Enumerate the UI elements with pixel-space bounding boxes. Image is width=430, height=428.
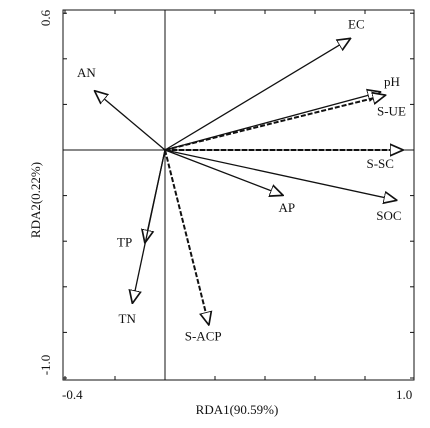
arrow-label-s-ue: S-UE — [377, 103, 406, 118]
arrow-label-s-acp: S-ACP — [185, 328, 222, 343]
axis-ticks — [63, 10, 414, 380]
arrow-ec — [164, 39, 350, 151]
arrow-ph — [164, 92, 380, 151]
arrow-an — [95, 91, 166, 151]
x-tick-label-min: -0.4 — [62, 387, 83, 402]
arrow-layer: EC pH AN AP SOC TP TN S-UE S-SC S-ACP — [77, 17, 406, 344]
x-tick-label-max: 1.0 — [396, 387, 412, 402]
arrow-s-acp — [164, 149, 209, 324]
x-axis-title: RDA1(90.59%) — [196, 402, 279, 417]
arrow-label-soc: SOC — [376, 208, 401, 223]
arrow-label-tp: TP — [117, 234, 132, 249]
arrow-label-ap: AP — [279, 200, 296, 215]
arrow-label-ph: pH — [384, 74, 400, 89]
arrow-label-ec: EC — [348, 17, 365, 32]
arrow-label-an: AN — [77, 65, 96, 80]
arrow-label-tn: TN — [119, 311, 137, 326]
arrow-tn — [133, 149, 166, 303]
arrow-ap — [164, 149, 283, 195]
y-tick-label-max: 0.6 — [38, 9, 53, 26]
y-tick-label-min: -1.0 — [38, 355, 53, 376]
arrow-label-s-sc: S-SC — [367, 156, 394, 171]
arrow-s-ue — [164, 95, 385, 151]
y-axis-title: RDA2(0.22%) — [28, 162, 43, 238]
plot-frame — [62, 9, 415, 381]
arrow-soc — [164, 149, 396, 200]
